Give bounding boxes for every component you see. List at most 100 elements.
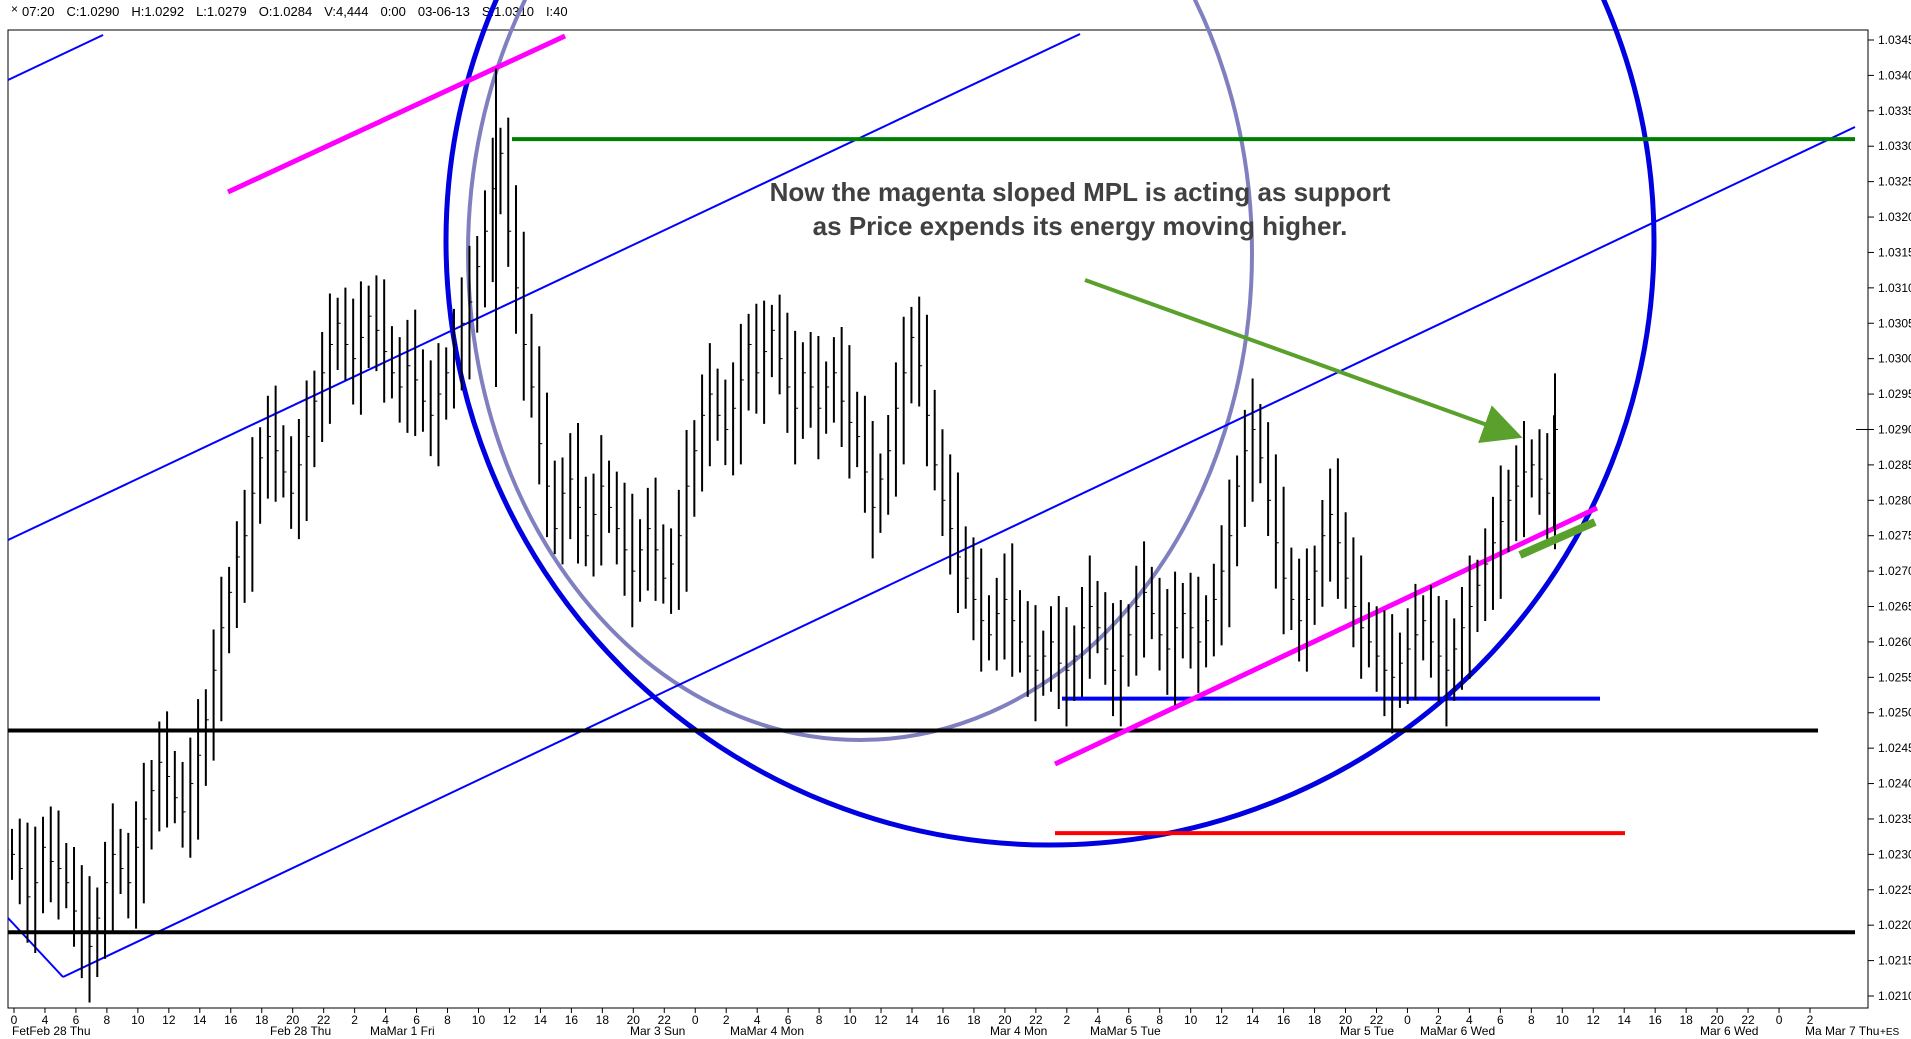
header-date: 03-06-13: [417, 3, 470, 19]
header-interval: I:40: [545, 3, 568, 19]
y-tick-label: 1.0315: [1878, 245, 1911, 259]
annotation-line-1: Now the magenta sloped MPL is acting as …: [769, 177, 1391, 207]
y-tick-label: 1.0280: [1878, 493, 1911, 507]
channel-line-upper: [7, 33, 1081, 541]
y-tick-label: 1.0250: [1878, 706, 1911, 720]
x-tick-label: 8: [816, 1013, 823, 1027]
x-tick-label: 18: [255, 1013, 269, 1027]
x-tick-label: 22: [1370, 1013, 1384, 1027]
x-tick-label: 4: [1094, 1013, 1101, 1027]
x-date-label: Feb 28 Thu: [270, 1024, 331, 1038]
x-tick-label: 8: [1528, 1013, 1535, 1027]
x-tick-label: 14: [193, 1013, 207, 1027]
x-tick-label: 6: [73, 1013, 80, 1027]
time-circle-right: [443, 0, 1657, 848]
x-tick-label: 10: [1184, 1013, 1198, 1027]
x-tick-label: 10: [131, 1013, 145, 1027]
close-icon[interactable]: ×: [11, 2, 19, 16]
magenta-mpl-top: [226, 33, 567, 195]
x-tick-label: 16: [936, 1013, 950, 1027]
x-date-label: Mar 4 Mon: [990, 1024, 1047, 1038]
x-tick-label: 22: [1741, 1013, 1755, 1027]
y-tick-label: 1.0320: [1878, 210, 1911, 224]
x-tick-label: 2: [1063, 1013, 1070, 1027]
y-axis: 1.0345 1.0340 1.0335 1.0330 1.0325 1.0320 1.03…: [1856, 33, 1911, 1003]
y-tick-label: 1.0230: [1878, 847, 1911, 861]
header-close: C:1.0290: [66, 3, 120, 19]
y-tick-label: 1.0240: [1878, 777, 1911, 791]
header-volume: V:4,444: [324, 3, 369, 19]
x-tick-label: 2: [723, 1013, 730, 1027]
y-tick-label: 1.0260: [1878, 635, 1911, 649]
y-tick-label: 1.0270: [1878, 564, 1911, 578]
x-tick-label: 0: [1776, 1013, 1783, 1027]
header-high: H:1.0292: [131, 3, 185, 19]
y-tick-label: 1.0295: [1878, 387, 1911, 401]
x-tick-label: 20: [627, 1013, 641, 1027]
x-date-label: Mar 6 Wed: [1700, 1024, 1758, 1038]
x-tick-label: 4: [42, 1013, 49, 1027]
y-tick-label: 1.0215: [1878, 954, 1911, 968]
x-date-label: MaMar 5 Tue: [1090, 1024, 1161, 1038]
x-date-label: Mar 5 Tue: [1340, 1024, 1394, 1038]
support-highlight-stub: [1518, 518, 1597, 559]
x-tick-label: 12: [503, 1013, 517, 1027]
y-tick-label: 1.0265: [1878, 600, 1911, 614]
axis-corner-label: +ES: [1880, 1027, 1900, 1038]
plot-frame: [7, 29, 1869, 1009]
x-tick-label: 22: [317, 1013, 331, 1027]
x-date-label: Mar 3 Sun: [630, 1024, 685, 1038]
chart-header-bar: × 07:20 C:1.0290 H:1.0292 L:1.0279 O:1.0…: [0, 0, 1870, 22]
x-tick-label: 12: [162, 1013, 176, 1027]
x-tick-label: 20: [1710, 1013, 1724, 1027]
x-tick-label: 8: [104, 1013, 111, 1027]
annotation-line-2: as Price expends its energy moving highe…: [812, 211, 1348, 241]
time-circle-left: [466, 0, 1254, 742]
x-date-label: Ma Mar 7 Thu: [1805, 1024, 1879, 1038]
magenta-mpl-support: [1053, 505, 1599, 767]
x-tick-label: 8: [1156, 1013, 1163, 1027]
x-tick-label: 8: [444, 1013, 451, 1027]
y-tick-label: 1.0345: [1878, 33, 1911, 47]
x-axis: 0 4 6 8 10 12 14 16 18 20 22 2 4 6 8 10 12 14 16 18 20 22 0 2 4 6…: [11, 1008, 1900, 1038]
x-tick-label: 2: [1435, 1013, 1442, 1027]
x-tick-label: 4: [754, 1013, 761, 1027]
y-tick-label: 1.0340: [1878, 68, 1911, 82]
header-low: L:1.0279: [196, 3, 247, 19]
x-tick-label: 10: [472, 1013, 486, 1027]
channel-line-top: [7, 34, 104, 81]
x-tick-label: 16: [1277, 1013, 1291, 1027]
x-tick-label: 16: [224, 1013, 238, 1027]
x-tick-label: 10: [843, 1013, 857, 1027]
x-tick-label: 0: [1404, 1013, 1411, 1027]
x-tick-label: 18: [1308, 1013, 1322, 1027]
x-tick-label: 6: [413, 1013, 420, 1027]
x-date-label: MaMar 6 Wed: [1420, 1024, 1495, 1038]
x-tick-label: 14: [1618, 1013, 1632, 1027]
x-date-label: MaMar 4 Mon: [730, 1024, 804, 1038]
x-date-label: MaMar 1 Fri: [370, 1024, 435, 1038]
x-tick-label: 22: [1029, 1013, 1043, 1027]
y-tick-label: 1.0300: [1878, 352, 1911, 366]
x-tick-label: 0: [692, 1013, 699, 1027]
x-tick-label: 4: [1466, 1013, 1473, 1027]
x-tick-label: 18: [596, 1013, 610, 1027]
x-tick-label: 16: [1648, 1013, 1662, 1027]
y-tick-label: 1.0235: [1878, 812, 1911, 826]
annotation-arrow: [1084, 278, 1523, 443]
channel-line-lower: [62, 126, 1856, 978]
x-tick-label: 14: [905, 1013, 919, 1027]
y-tick-label: 1.0310: [1878, 281, 1911, 295]
price-bars: [11, 68, 1558, 1003]
x-tick-label: 16: [565, 1013, 579, 1027]
x-tick-label: 0: [11, 1013, 18, 1027]
header-open: O:1.0284: [258, 3, 313, 19]
x-tick-label: 14: [534, 1013, 548, 1027]
annotation-text: Now the magenta sloped MPL is acting as …: [690, 175, 1470, 243]
x-tick-label: 2: [1807, 1013, 1814, 1027]
header-zero: 0:00: [380, 3, 406, 19]
x-tick-label: 22: [658, 1013, 672, 1027]
